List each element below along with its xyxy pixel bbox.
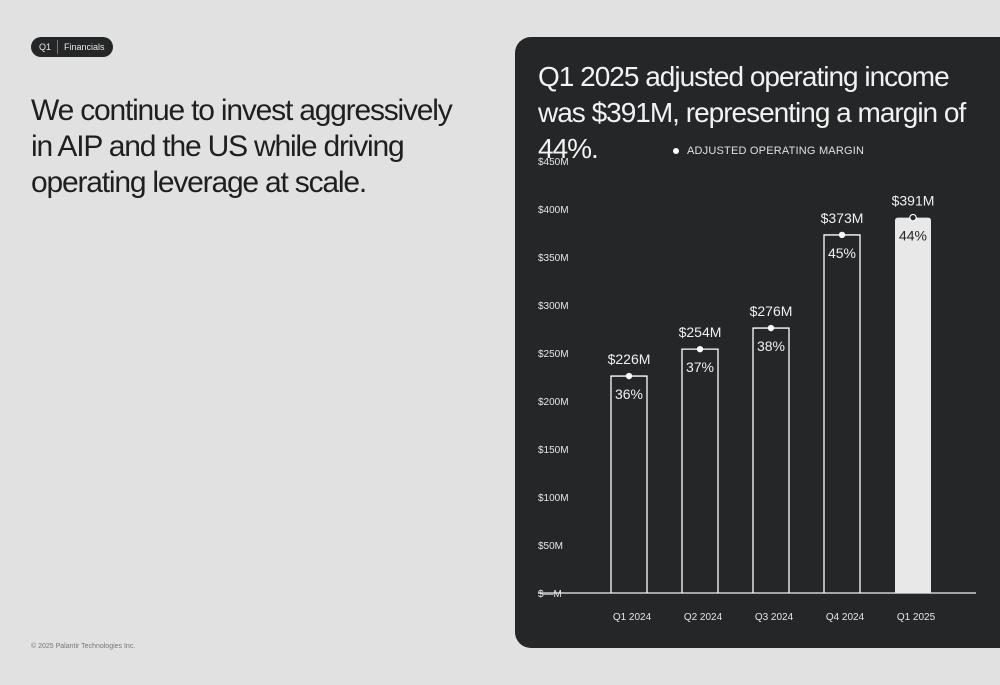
x-tick-label: Q2 2024	[684, 612, 723, 623]
bar-margin-label: 44%	[899, 228, 927, 244]
y-tick-label: $200M	[538, 397, 569, 408]
bar	[823, 234, 861, 593]
bar-chart: $—M $50M $100M $150M $200M $250M $300M $350M $40…	[538, 157, 976, 623]
margin-marker-dot	[696, 345, 704, 353]
y-tick-label: $—M	[538, 589, 562, 600]
bar-value-label: $226M	[608, 351, 651, 367]
bar	[610, 375, 648, 593]
bar	[681, 348, 719, 593]
x-tick-label: Q4 2024	[826, 612, 865, 623]
margin-marker-dot	[909, 213, 917, 222]
bar-value-label: $254M	[679, 324, 722, 340]
y-tick-label: $300M	[538, 301, 569, 312]
margin-marker-dot	[767, 324, 775, 332]
x-tick-label: Q1 2025	[897, 612, 936, 623]
bar-value-label: $391M	[892, 193, 935, 209]
x-tick-label: Q3 2024	[755, 612, 794, 623]
section-tag-label: Financials	[64, 42, 105, 52]
y-tick-label: $100M	[538, 493, 569, 504]
chart-legend: ADJUSTED OPERATING MARGIN	[673, 145, 864, 157]
page-headline: We continue to invest aggressively in AI…	[31, 94, 453, 199]
section-tag: Q1 Financials	[31, 37, 113, 57]
bar-margin-label: 37%	[686, 359, 714, 375]
y-tick-label: $250M	[538, 349, 569, 360]
legend-label: ADJUSTED OPERATING MARGIN	[687, 145, 865, 157]
bar	[752, 327, 790, 593]
y-tick-label: $50M	[538, 541, 563, 552]
y-tick-label: $350M	[538, 253, 569, 264]
quarter-tag: Q1	[39, 40, 59, 54]
y-tick-label: $150M	[538, 445, 569, 456]
margin-marker-dot	[838, 231, 846, 239]
bar-margin-label: 38%	[757, 338, 785, 354]
bar	[895, 217, 931, 593]
copyright-notice: © 2025 Palantir Technologies Inc.	[31, 643, 136, 650]
chart-panel-title: Q1 2025 adjusted operating income was $3…	[538, 61, 966, 164]
legend-dot-icon	[673, 148, 679, 154]
bar-margin-label: 45%	[828, 245, 856, 261]
y-tick-label: $400M	[538, 205, 569, 216]
x-tick-label: Q1 2024	[613, 612, 652, 623]
y-tick-label: $450M	[538, 157, 569, 168]
chart-panel: Q1 2025 adjusted operating income was $3…	[515, 37, 1000, 648]
margin-marker-dot	[625, 372, 633, 380]
bar-value-label: $373M	[821, 210, 864, 226]
bar-margin-label: 36%	[615, 386, 643, 402]
bar-value-label: $276M	[750, 303, 793, 319]
